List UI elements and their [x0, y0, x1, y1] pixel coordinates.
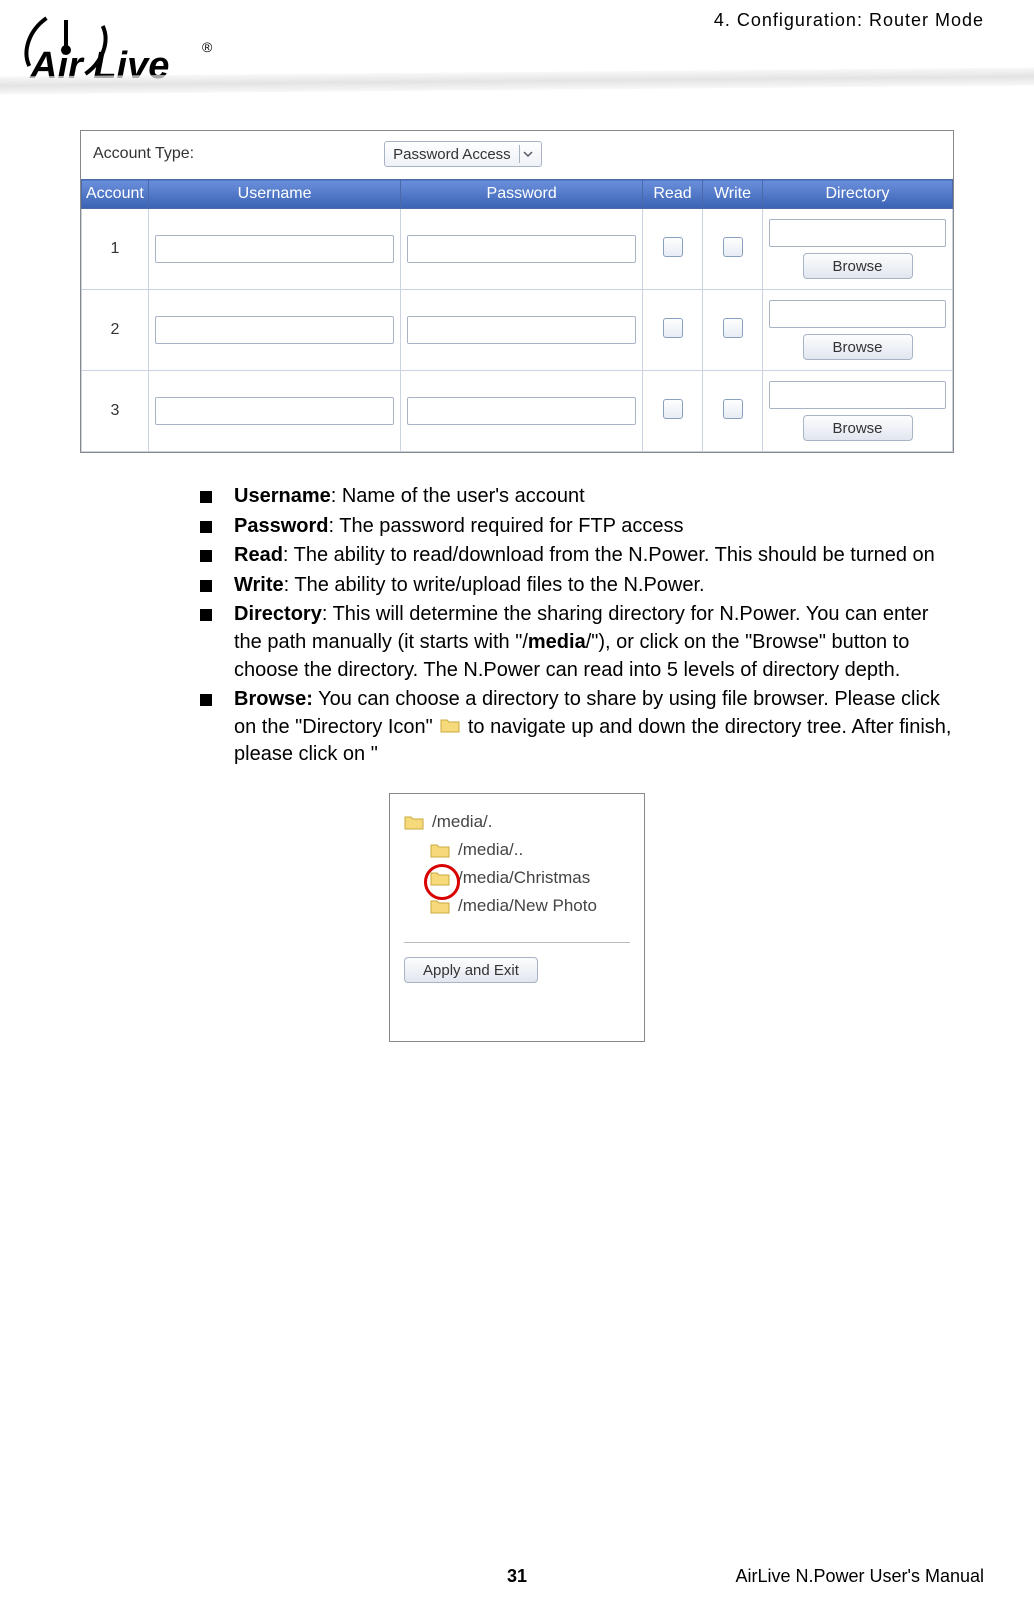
- account-panel: Account Type: Password Access Account Us…: [80, 130, 954, 453]
- accounts-table: Account Username Password Read Write Dir…: [81, 179, 953, 452]
- bullet-label: Read: [234, 544, 283, 566]
- directory-input[interactable]: [769, 381, 946, 409]
- col-password: Password: [401, 180, 643, 209]
- row-num: 1: [82, 209, 149, 290]
- bullet-label: Directory: [234, 603, 322, 625]
- browse-path: /media/New Photo: [458, 896, 597, 916]
- browse-path: /media/..: [458, 840, 523, 860]
- browse-path: /media/Christmas: [458, 868, 590, 888]
- folder-icon: [404, 814, 424, 830]
- read-checkbox[interactable]: [663, 399, 683, 419]
- bullet-browse: Browse: You can choose a directory to sh…: [200, 686, 954, 769]
- folder-icon: [430, 842, 450, 858]
- password-input[interactable]: [407, 397, 636, 425]
- row-num: 2: [82, 290, 149, 371]
- divider: [404, 942, 630, 943]
- account-type-label: Account Type:: [93, 145, 194, 163]
- folder-icon: [430, 870, 450, 886]
- row-num: 3: [82, 371, 149, 452]
- account-type-value: Password Access: [393, 146, 511, 163]
- browse-button[interactable]: Browse: [803, 253, 913, 279]
- svg-text:®: ®: [202, 39, 213, 55]
- bullet-text: : Name of the user's account: [331, 485, 585, 507]
- page-footer: 31 AirLive N.Power User's Manual: [50, 1566, 984, 1587]
- read-checkbox[interactable]: [663, 237, 683, 257]
- username-input[interactable]: [155, 316, 395, 344]
- table-row: 1 Browse: [82, 209, 953, 290]
- password-input[interactable]: [407, 316, 636, 344]
- col-read: Read: [643, 180, 703, 209]
- bullet-password: Password: The password required for FTP …: [200, 513, 954, 541]
- write-checkbox[interactable]: [723, 399, 743, 419]
- field-descriptions: Username: Name of the user's account Pas…: [160, 483, 954, 769]
- col-directory: Directory: [763, 180, 953, 209]
- bullet-username: Username: Name of the user's account: [200, 483, 954, 511]
- bullet-text: : The password required for FTP access: [328, 515, 683, 537]
- chapter-title: 4. Configuration: Router Mode: [714, 10, 984, 31]
- bullet-directory: Directory: This will determine the shari…: [200, 601, 954, 684]
- browse-button[interactable]: Browse: [803, 415, 913, 441]
- account-type-select[interactable]: Password Access: [384, 141, 542, 167]
- browse-dialog: /media/. /media/.. /media/Christmas: [389, 793, 645, 1042]
- page-number: 31: [507, 1566, 527, 1587]
- chevron-down-icon: [519, 145, 537, 163]
- manual-title: AirLive N.Power User's Manual: [735, 1566, 984, 1587]
- password-input[interactable]: [407, 235, 636, 263]
- browse-item[interactable]: /media/.: [404, 808, 630, 836]
- apply-exit-button[interactable]: Apply and Exit: [404, 957, 538, 983]
- username-input[interactable]: [155, 235, 395, 263]
- folder-icon: [430, 898, 450, 914]
- col-username: Username: [148, 180, 401, 209]
- browse-item[interactable]: /media/Christmas: [404, 864, 630, 892]
- browse-path: /media/.: [432, 812, 492, 832]
- bullet-write: Write: The ability to write/upload files…: [200, 572, 954, 600]
- username-input[interactable]: [155, 397, 395, 425]
- write-checkbox[interactable]: [723, 318, 743, 338]
- bullet-label: Browse:: [234, 688, 313, 710]
- bullet-label: Username: [234, 485, 331, 507]
- directory-input[interactable]: [769, 300, 946, 328]
- browse-item[interactable]: /media/..: [404, 836, 630, 864]
- bullet-text: : The ability to write/upload files to t…: [284, 574, 705, 596]
- browse-button[interactable]: Browse: [803, 334, 913, 360]
- write-checkbox[interactable]: [723, 237, 743, 257]
- bullet-text: : The ability to read/download from the …: [283, 544, 935, 566]
- table-row: 3 Browse: [82, 371, 953, 452]
- bullet-label: Password: [234, 515, 328, 537]
- page-header: Air Live ® 4. Configuration: Router Mode: [50, 0, 984, 110]
- bullet-media: media: [528, 631, 586, 653]
- table-row: 2 Browse: [82, 290, 953, 371]
- col-write: Write: [703, 180, 763, 209]
- directory-input[interactable]: [769, 219, 946, 247]
- folder-icon: [440, 714, 460, 742]
- bullet-label: Write: [234, 574, 284, 596]
- read-checkbox[interactable]: [663, 318, 683, 338]
- bullet-read: Read: The ability to read/download from …: [200, 542, 954, 570]
- col-account: Account: [82, 180, 149, 209]
